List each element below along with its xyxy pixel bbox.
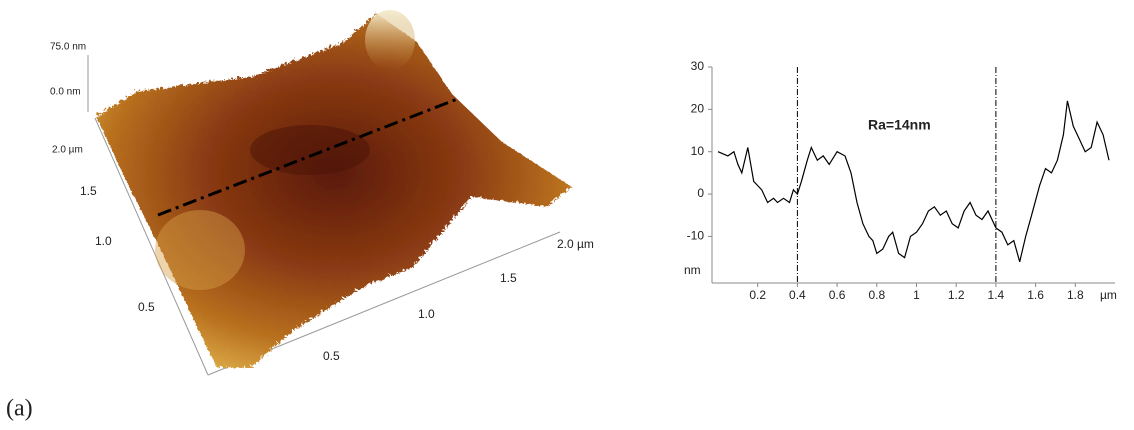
- x-tick-label: 0.2: [749, 288, 766, 302]
- y-tick-label: -10: [687, 229, 705, 243]
- y-tick-label: 30: [691, 59, 705, 73]
- x-label: 1.0: [418, 307, 435, 321]
- surface: [95, 12, 570, 366]
- y-tick-label: 0: [697, 186, 704, 200]
- x-unit: µm: [1100, 288, 1117, 302]
- x-tick-label: 1.8: [1067, 288, 1084, 302]
- x-tick-label: 0.8: [868, 288, 885, 302]
- y-tick-label: 10: [691, 144, 705, 158]
- profile-chart: Ra=14nm nm µm: [684, 117, 1117, 302]
- surface-3d: 75.0 nm 0.0 nm 2.0 µm 1.5 1.0 0.5 0.5 1.…: [50, 10, 594, 375]
- z-label: 75.0 nm: [50, 42, 86, 53]
- x-label: 0.5: [323, 349, 340, 363]
- y-label: 1.5: [80, 184, 97, 198]
- y-unit: nm: [684, 263, 701, 277]
- x-tick-label: 1.4: [988, 288, 1005, 302]
- x-tick-label: 1: [913, 288, 920, 302]
- x-label: 1.5: [500, 271, 517, 285]
- figure: 75.0 nm 0.0 nm 2.0 µm 1.5 1.0 0.5 0.5 1.…: [0, 0, 1134, 430]
- y-label: 0.5: [138, 300, 155, 314]
- peak-highlight: [365, 10, 415, 70]
- ridge: [155, 210, 245, 290]
- x-tick-label: 0.4: [789, 288, 806, 302]
- y-label: 1.0: [95, 234, 112, 248]
- annotation: Ra=14nm: [868, 117, 931, 133]
- x-tick-label: 0.6: [829, 288, 846, 302]
- x-label: 2.0 µm: [557, 237, 594, 251]
- y-tick-label: 20: [691, 102, 705, 116]
- x-tick-label: 1.6: [1027, 288, 1044, 302]
- y-label: 2.0 µm: [52, 145, 83, 156]
- x-tick-label: 1.2: [948, 288, 965, 302]
- valley: [250, 125, 370, 175]
- panel-label: (a): [6, 396, 33, 422]
- z-label: 0.0 nm: [50, 87, 81, 98]
